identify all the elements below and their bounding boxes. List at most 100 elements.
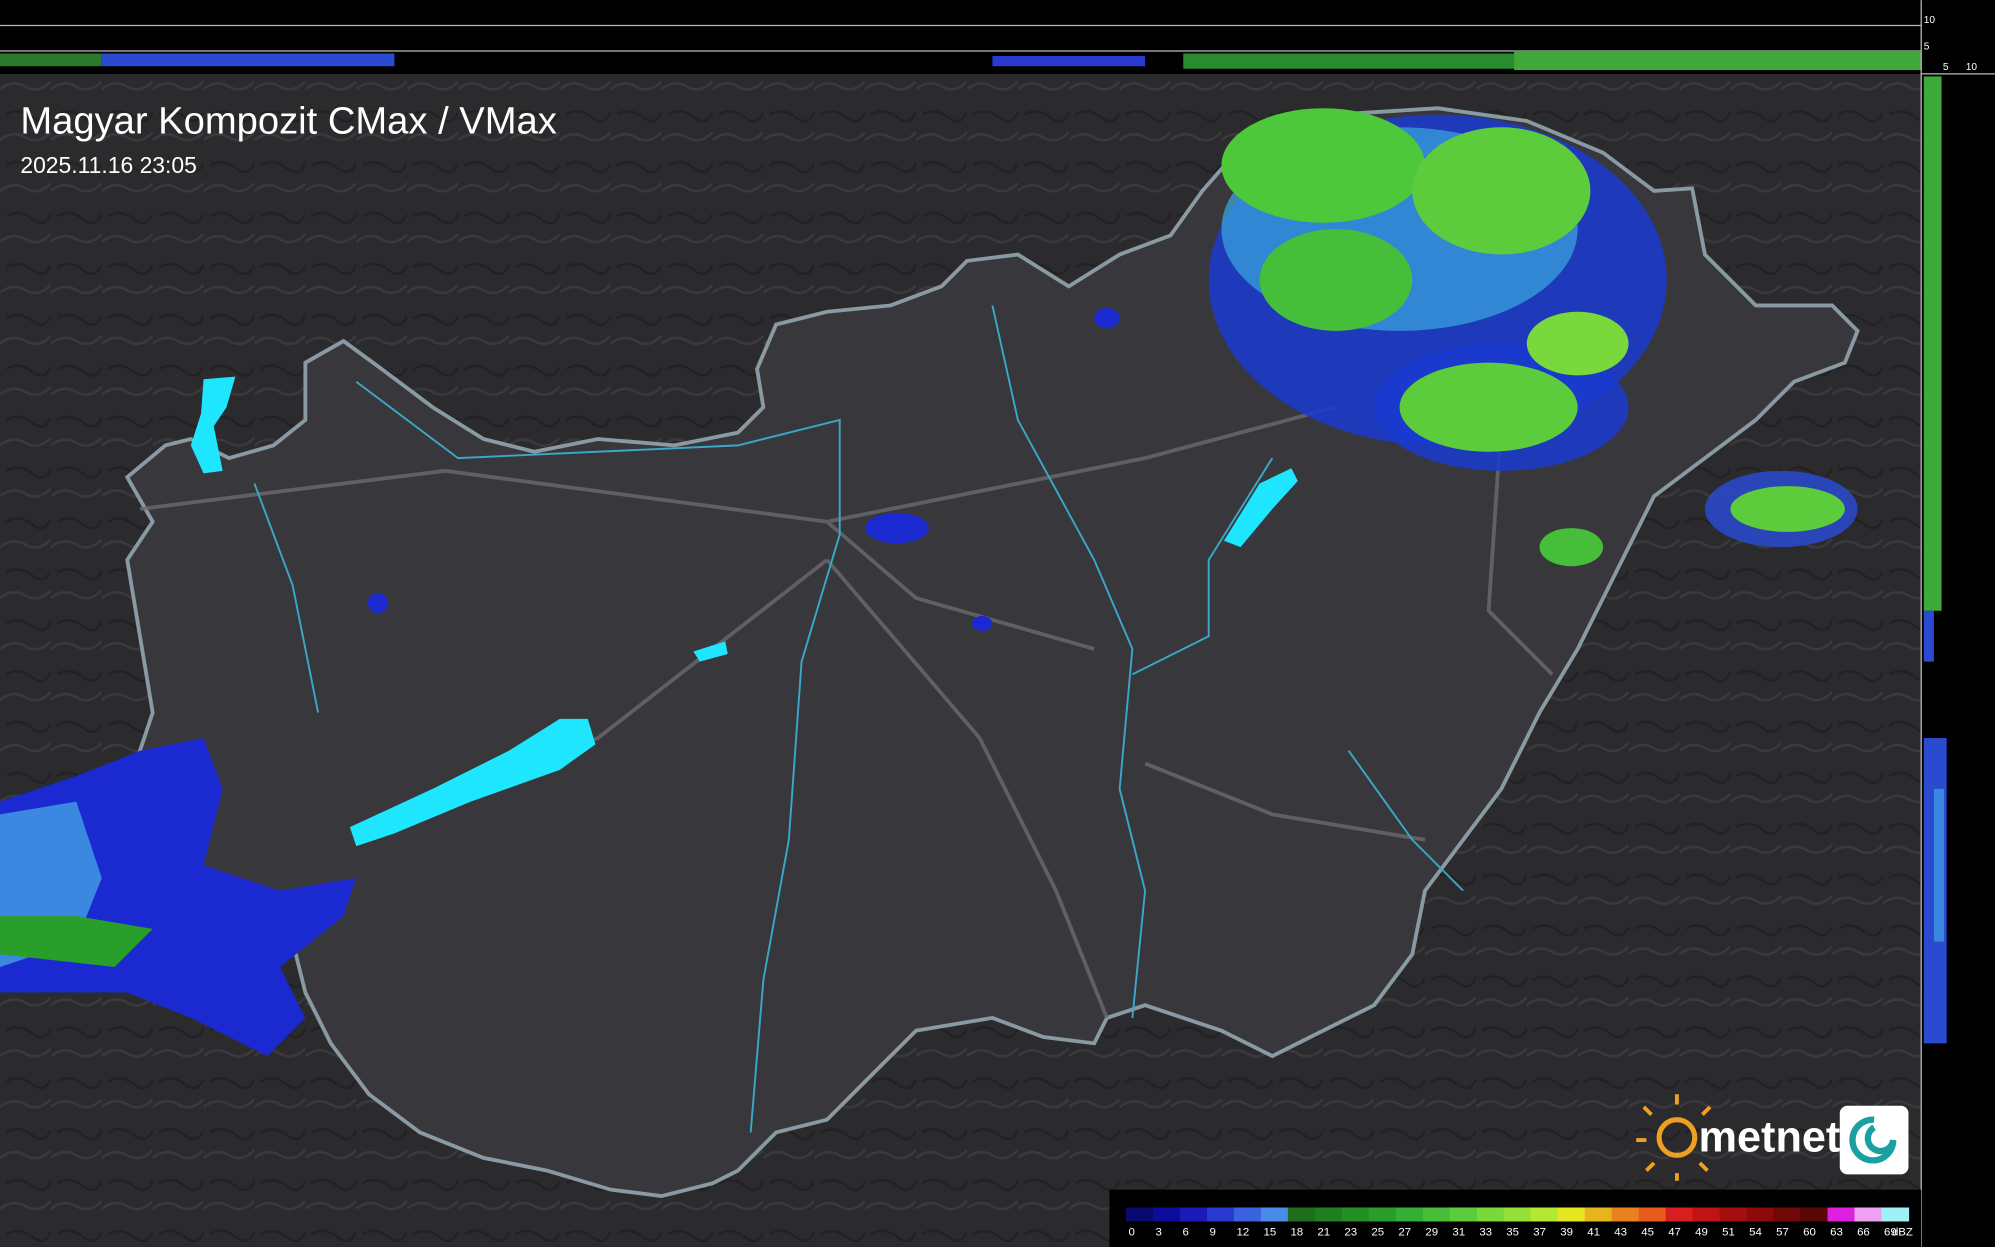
- radar-echo-ne-part: [1539, 528, 1604, 567]
- legend-label: 0: [1129, 1226, 1135, 1238]
- legend-swatch: [1206, 1207, 1235, 1222]
- legend-label: 6: [1183, 1226, 1189, 1238]
- legend-label: 18: [1290, 1226, 1303, 1238]
- logo-text: metnet: [1699, 1114, 1841, 1162]
- legend-swatch: [1584, 1207, 1613, 1222]
- logo-part: [1849, 1116, 1897, 1164]
- legend-label: 9: [1209, 1226, 1215, 1238]
- logo: [1636, 1094, 1909, 1181]
- logo-part: [1636, 1094, 1712, 1181]
- side-profile-part: [1933, 788, 1945, 942]
- legend-swatch: [1773, 1207, 1802, 1222]
- radar-echo-ne-part: [1730, 486, 1845, 532]
- legend-label: 25: [1371, 1226, 1384, 1238]
- legend-swatch: [1260, 1207, 1289, 1222]
- legend-label: 33: [1479, 1226, 1492, 1238]
- legend-swatch: [1395, 1207, 1424, 1222]
- timestamp: 2025.11.16 23:05: [20, 152, 197, 178]
- legend-label: 43: [1614, 1226, 1627, 1238]
- legend-label: 45: [1641, 1226, 1654, 1238]
- legend-label: 63: [1830, 1226, 1843, 1238]
- profile-label: 10: [1966, 62, 1978, 73]
- legend-label: 21: [1317, 1226, 1330, 1238]
- roads-part: [1486, 419, 1554, 676]
- radar-echo-ne: [1208, 108, 1858, 567]
- legend-swatch: [1557, 1207, 1586, 1222]
- radar-echo-sw-part: [0, 916, 153, 968]
- profile-label: 5: [1943, 62, 1949, 73]
- radar-echo-small-part: [972, 615, 993, 632]
- radar-echo-ne-part: [1399, 362, 1578, 452]
- rivers-part: [1347, 750, 1464, 892]
- lakes: [190, 376, 1298, 847]
- logo-part: [1656, 1117, 1698, 1158]
- legend-label: 51: [1722, 1226, 1735, 1238]
- roads-part: [1144, 761, 1426, 842]
- colorbar-legend: 0 3 6 9 12 15 18 21 23 25 27 29 31 33 35 37 39 41 43 45 47 49…: [1109, 1189, 1922, 1247]
- legend-label: 31: [1452, 1226, 1465, 1238]
- legend-label: 37: [1533, 1226, 1546, 1238]
- legend-swatch: [1665, 1207, 1694, 1222]
- legend-swatch: [1126, 1207, 1154, 1222]
- legend-swatch: [1503, 1207, 1532, 1222]
- legend-label: 49: [1695, 1226, 1708, 1238]
- radar-echo-small-part: [865, 512, 929, 544]
- radar-echo-ne-part: [1221, 108, 1425, 223]
- legend-label: 15: [1263, 1226, 1276, 1238]
- rivers-part: [355, 380, 841, 1133]
- top-profile-part: [992, 56, 1146, 67]
- legend-swatch: [1341, 1207, 1370, 1222]
- profile-label: 5: [1924, 42, 1930, 53]
- legend-unit: dBZ: [1892, 1226, 1913, 1238]
- legend-swatch: [1611, 1207, 1640, 1222]
- legend-swatch: [1476, 1207, 1505, 1222]
- legend-label: 41: [1587, 1226, 1600, 1238]
- rivers: [253, 305, 1464, 1133]
- rivers-part: [1131, 457, 1274, 676]
- legend-swatch: [1827, 1207, 1856, 1222]
- radar-echo-small-part: [1094, 307, 1120, 329]
- legend-label: 29: [1425, 1226, 1438, 1238]
- rivers-part: [991, 305, 1147, 1019]
- radar-echo-sw-part: [0, 738, 357, 1057]
- radar-echo-small-part: [367, 592, 389, 614]
- lakes-part: [190, 376, 236, 474]
- lakes-part: [693, 641, 728, 662]
- legend-swatch: [1881, 1207, 1910, 1222]
- legend-label: 27: [1398, 1226, 1411, 1238]
- lakes-part: [349, 718, 596, 847]
- top-profile-part: [1514, 50, 1922, 71]
- legend-swatch: [1422, 1207, 1451, 1222]
- legend-label: 39: [1560, 1226, 1573, 1238]
- rivers-part: [253, 483, 320, 713]
- legend-label: 3: [1156, 1226, 1162, 1238]
- legend-swatch: [1746, 1207, 1775, 1222]
- roads-part: [825, 520, 1095, 651]
- radar-echo-small: [367, 307, 1120, 632]
- roads-part: [825, 558, 1109, 1019]
- legend-swatch: [1368, 1207, 1397, 1222]
- top-profile-part: [101, 53, 395, 67]
- legend-label: 47: [1668, 1226, 1681, 1238]
- legend-swatch: [1449, 1207, 1478, 1222]
- legend-label: 35: [1506, 1226, 1519, 1238]
- legend-label: 69: [1884, 1226, 1897, 1238]
- legend-label: 23: [1344, 1226, 1357, 1238]
- side-profile: [1920, 0, 1995, 1247]
- map-title: Magyar Kompozit CMax / VMax: [20, 100, 556, 143]
- legend-swatch: [1152, 1207, 1181, 1222]
- legend-label: 12: [1236, 1226, 1249, 1238]
- top-profile: [0, 0, 1995, 74]
- radar-echo-ne-part: [1259, 229, 1413, 331]
- legend-swatch: [1233, 1207, 1262, 1222]
- legend-swatch: [1854, 1207, 1883, 1222]
- legend-label: 57: [1776, 1226, 1789, 1238]
- top-profile-part: [0, 53, 102, 67]
- radar-echo-ne-part: [1412, 127, 1591, 255]
- lakes-part: [1223, 468, 1298, 548]
- profile-label: 10: [1924, 15, 1936, 26]
- legend-swatch: [1800, 1207, 1829, 1222]
- radar-echo-sw: [0, 738, 357, 1057]
- legend-label: 66: [1857, 1226, 1870, 1238]
